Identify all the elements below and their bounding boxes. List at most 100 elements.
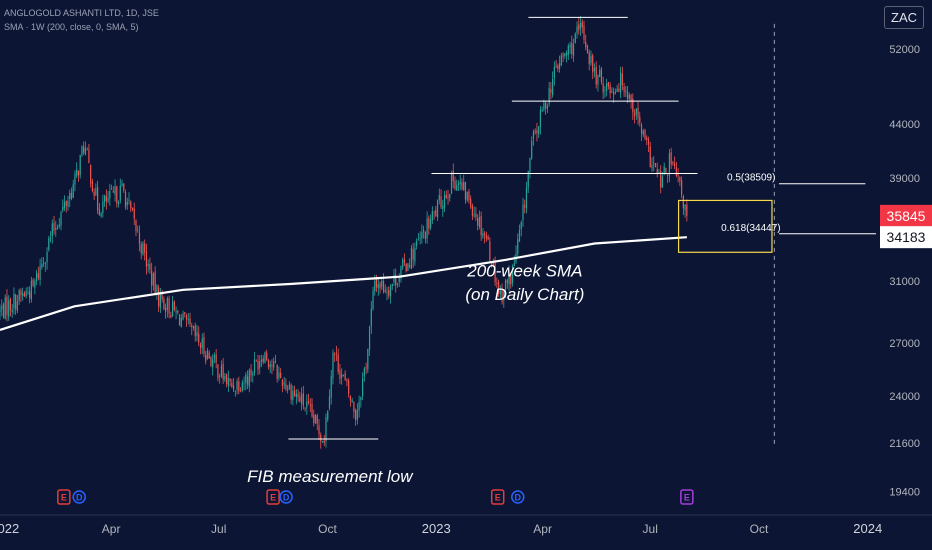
chart-annotation: FIB measurement low (247, 467, 414, 486)
candle-body (76, 169, 78, 176)
candle-body (550, 89, 552, 93)
candle-body (423, 230, 425, 232)
candle-body (283, 382, 285, 385)
candle-body (2, 304, 5, 318)
candle-body (564, 53, 566, 56)
candle-body (539, 109, 542, 127)
candle-body (154, 271, 156, 294)
candle-body (149, 263, 151, 270)
candle-body (658, 171, 660, 173)
candle-body (578, 24, 580, 31)
candle-body (217, 364, 219, 379)
candle-body (86, 149, 88, 151)
indicator-legend[interactable]: SMA · 1W (200, close, 0, SMA, 5) (4, 22, 139, 32)
currency-button[interactable]: ZAC (884, 6, 924, 29)
candle-body (463, 181, 465, 191)
candle-body (667, 175, 669, 177)
candle-body (105, 195, 107, 202)
candle-body (224, 376, 226, 380)
candle-body (543, 103, 545, 110)
candle-body (334, 353, 336, 355)
candle-body (330, 376, 332, 398)
candle-body (609, 85, 611, 94)
candle-body (203, 336, 205, 354)
y-axis-tick-label: 52000 (889, 44, 920, 56)
candle-body (81, 146, 83, 156)
candle-body (393, 274, 395, 283)
candle-body (368, 326, 371, 350)
candle-body (182, 313, 184, 320)
candle-body (44, 262, 46, 264)
candle-body (492, 260, 494, 266)
candle-body (391, 283, 393, 287)
candle-body (248, 370, 250, 387)
candle-body (395, 274, 397, 286)
candle-body (219, 375, 221, 377)
candle-body (103, 195, 106, 202)
fib-level-label: 0.618(34447) (721, 223, 781, 234)
candle-body (185, 315, 188, 320)
candle-body (100, 213, 102, 216)
candle-body (358, 401, 360, 411)
candle-body (241, 382, 243, 392)
ticker-title: ANGLOGOLD ASHANTI LTD, 1D, JSE (4, 8, 159, 18)
candle-body (306, 401, 308, 408)
candle-body (257, 360, 259, 370)
candle-body (152, 273, 155, 286)
candle-body (360, 397, 362, 400)
candle-body (34, 280, 36, 288)
candle-body (429, 219, 432, 229)
candle-body (613, 91, 615, 95)
candle-body (266, 352, 268, 360)
candle-body (532, 131, 535, 139)
candle-body (58, 224, 60, 227)
candle-body (30, 280, 32, 300)
candle-body (62, 206, 64, 211)
candles-layer (0, 16, 688, 449)
candle-body (37, 273, 39, 278)
candle-body (335, 352, 338, 354)
candle-body (531, 140, 533, 159)
candle-body (576, 26, 578, 33)
candle-body (337, 354, 339, 372)
candle-body (464, 182, 467, 200)
candle-body (313, 414, 315, 424)
candle-body (165, 307, 167, 312)
candle-body (567, 46, 569, 56)
candle-body (499, 291, 501, 294)
candle-body (665, 168, 667, 174)
candle-body (42, 263, 45, 265)
candle-body (285, 384, 287, 389)
candle-body (56, 227, 59, 230)
candle-body (255, 359, 257, 361)
candle-body (473, 214, 475, 216)
candle-body (640, 124, 643, 134)
candle-body (651, 164, 653, 169)
candle-body (140, 244, 142, 254)
candle-body (642, 130, 644, 135)
candle-body (471, 206, 474, 216)
candle-body (189, 318, 191, 325)
candle-body (161, 294, 163, 300)
candle-body (290, 384, 292, 400)
y-axis-tick-label: 27000 (889, 338, 920, 350)
candle-body (196, 331, 198, 336)
candle-body (355, 410, 357, 420)
candle-body (452, 171, 454, 182)
candle-body (508, 271, 510, 285)
candle-body (49, 237, 52, 239)
candle-body (620, 72, 622, 93)
candle-body (672, 162, 674, 164)
candle-body (102, 201, 104, 214)
candle-body (260, 359, 263, 362)
candle-body (571, 42, 573, 55)
candle-body (475, 213, 477, 218)
candle-body (635, 108, 637, 115)
last-price-label: 35845 (887, 208, 926, 224)
candle-body (562, 54, 564, 57)
candle-body (649, 146, 651, 168)
candle-body (328, 396, 331, 409)
candle-body (253, 359, 256, 373)
candle-body (243, 382, 245, 384)
